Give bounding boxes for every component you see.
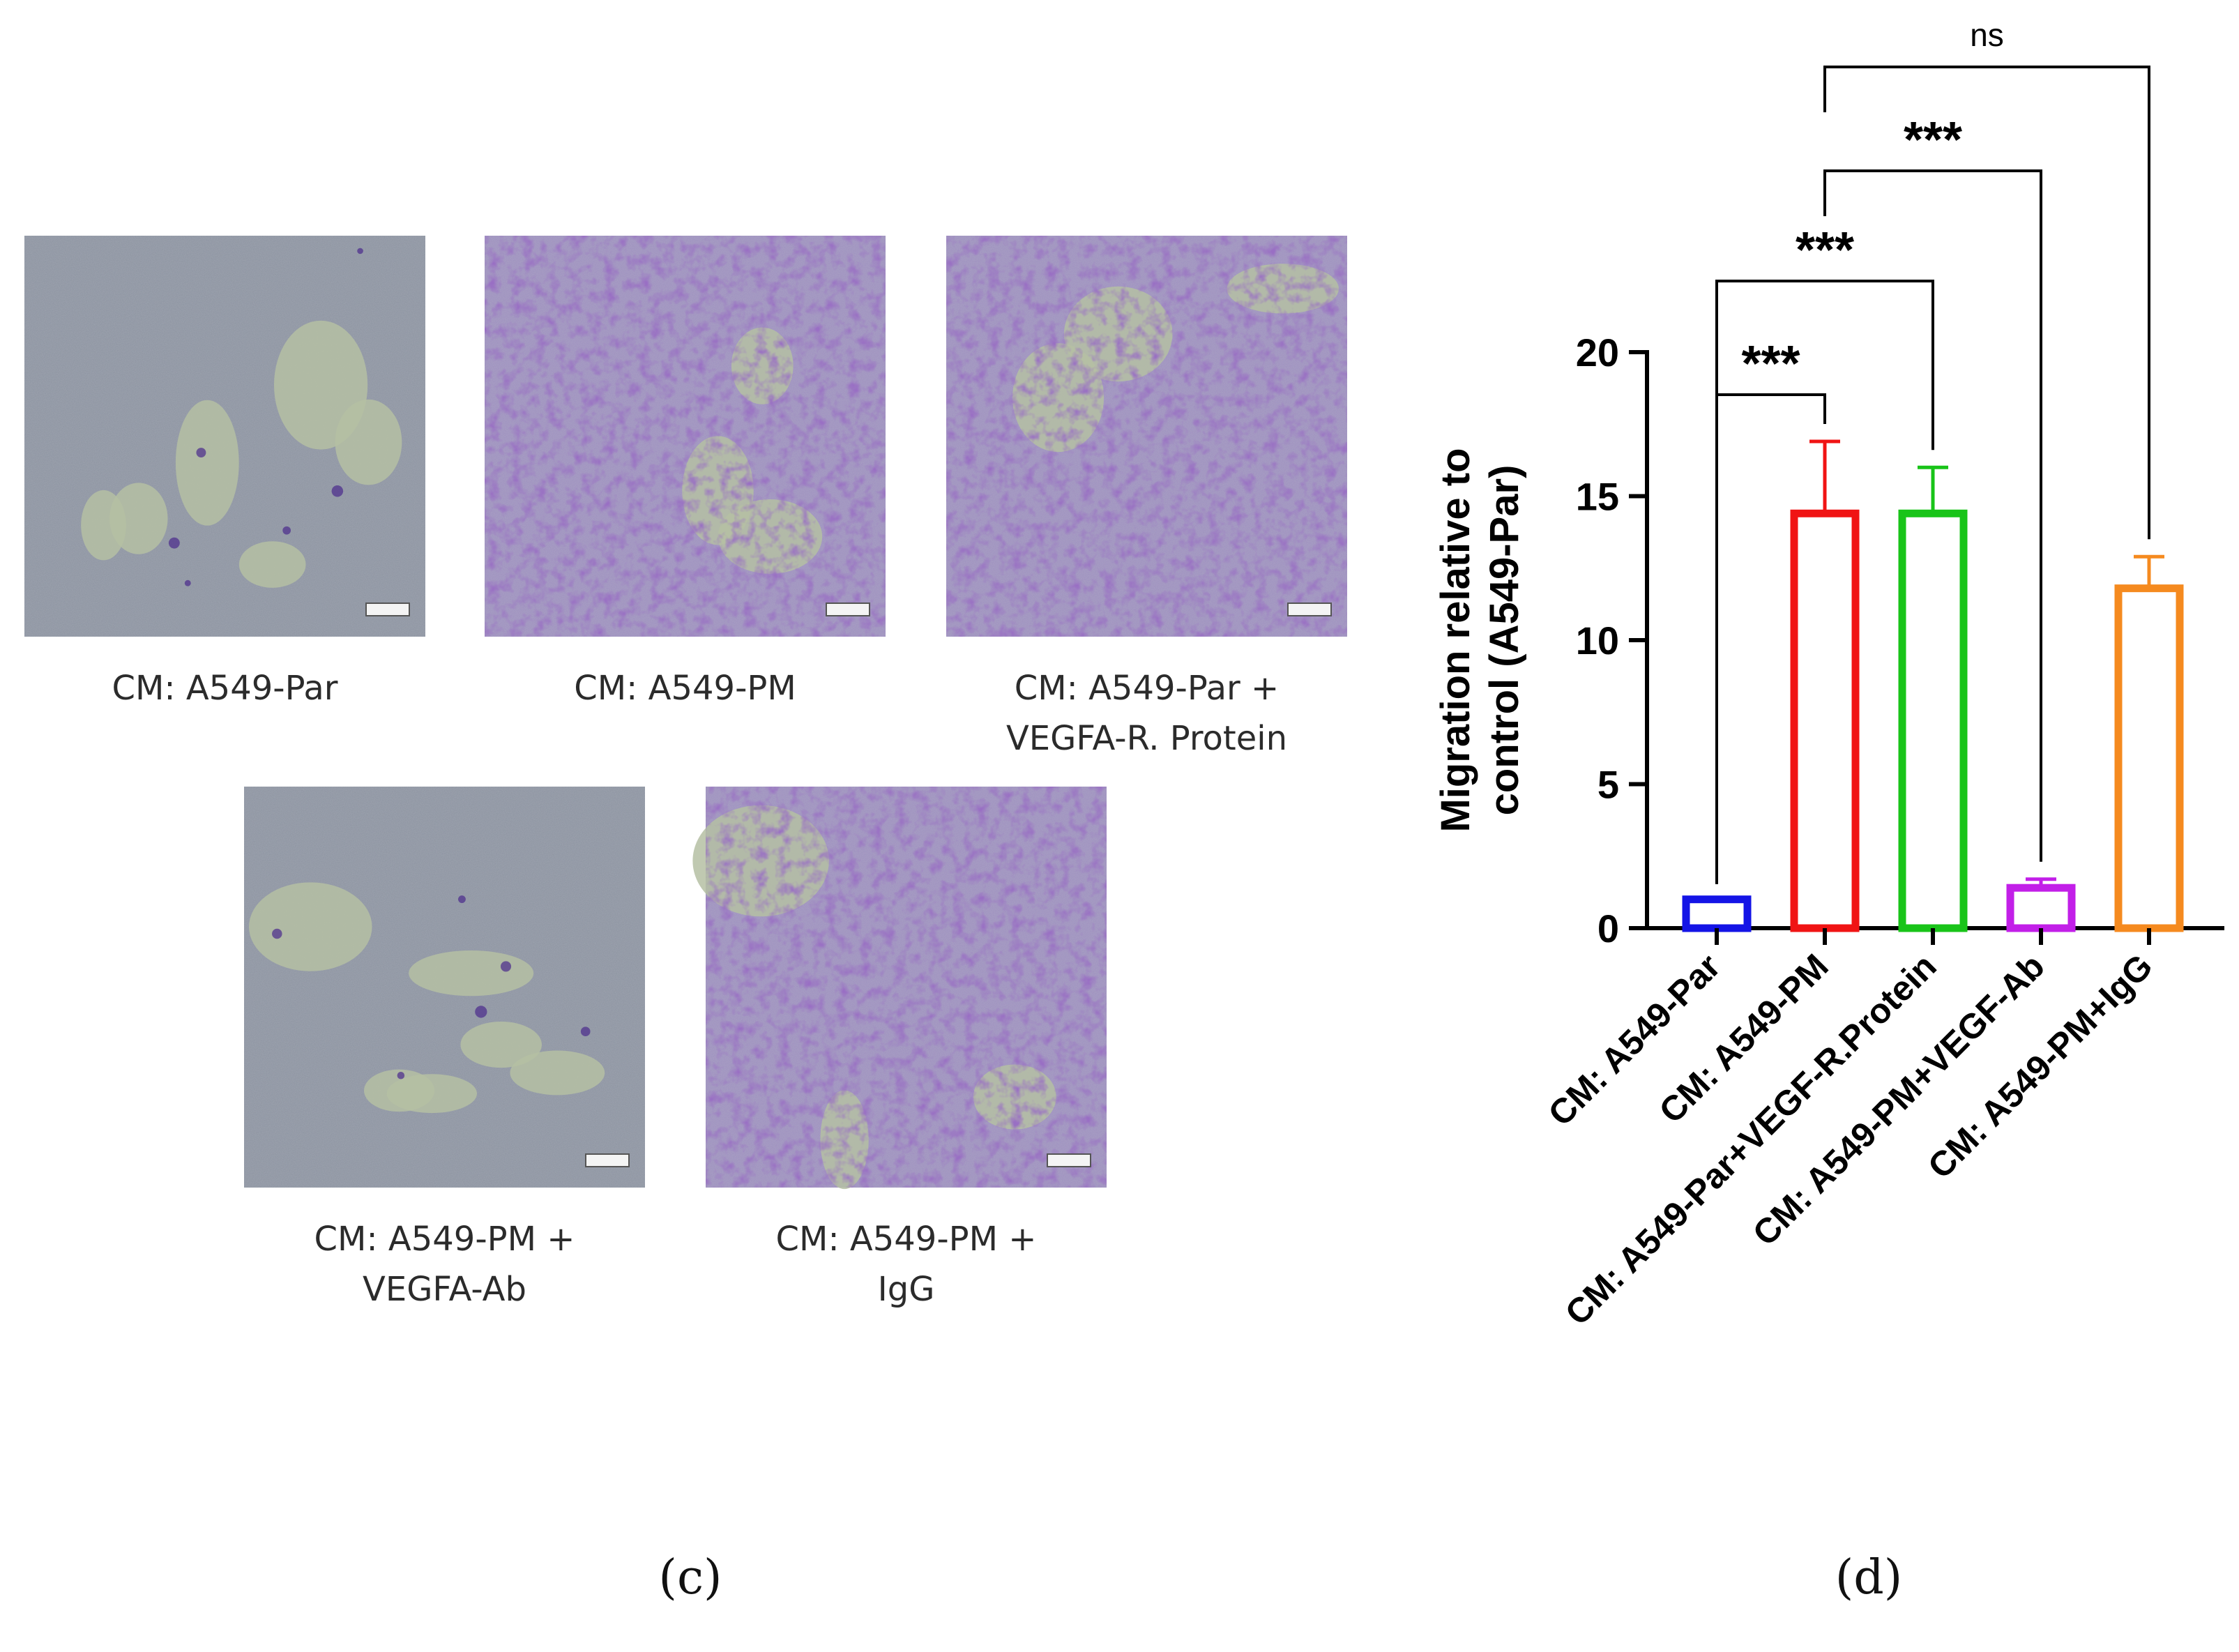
clear-patch <box>460 1022 542 1068</box>
micrograph-5: CM: A549-PM + IgG <box>692 787 1107 1309</box>
stained-cell <box>500 961 512 972</box>
micrograph-caption: VEGFA-R. Protein <box>1006 719 1287 758</box>
micrograph-2: CM: A549-PM <box>485 236 886 708</box>
significance-label: *** <box>1904 112 1962 168</box>
micrograph-1: CM: A549-Par <box>24 236 425 708</box>
significance-label: *** <box>1741 336 1800 392</box>
clear-patch <box>409 950 534 996</box>
clear-patch <box>81 490 126 561</box>
bar-5 <box>2114 584 2184 932</box>
bar-1 <box>1682 895 1752 932</box>
significance-label: *** <box>1796 222 1854 278</box>
bar-4 <box>2006 884 2076 932</box>
stained-cell <box>357 248 363 255</box>
y-tick-label: 0 <box>1597 907 1619 950</box>
micrograph-3: CM: A549-Par + VEGFA-R. Protein <box>946 236 1347 758</box>
stained-cell <box>196 448 206 458</box>
clear-patch <box>238 541 306 588</box>
stained-cell <box>282 526 291 535</box>
panel-c-letter: (c) <box>658 1550 722 1605</box>
y-tick-label: 15 <box>1576 475 1619 519</box>
bar-3 <box>1898 509 1968 932</box>
micrograph-caption: VEGFA-Ab <box>363 1270 526 1309</box>
bar-2 <box>1790 509 1860 932</box>
stained-cells <box>706 787 1107 1188</box>
stained-cells <box>485 236 886 637</box>
micrograph-caption: CM: A549-PM <box>574 669 796 708</box>
scale-bar <box>1287 603 1332 616</box>
stained-cell <box>580 1026 591 1037</box>
scale-bar <box>1047 1153 1091 1167</box>
panel-c-micrographs: CM: A549-Par CM: A549-PM CM: A549-Par + VEG… <box>24 236 1347 1605</box>
scale-bar <box>826 603 870 616</box>
clear-patch <box>510 1050 605 1096</box>
significance-label: ns <box>1970 17 2004 53</box>
y-axis-label-line: Migration relative to <box>1433 448 1478 832</box>
significance-bracket: *** <box>1715 222 1934 884</box>
bracket-line <box>1823 169 2042 862</box>
clear-patch <box>175 400 239 526</box>
scale-bar <box>585 1153 630 1167</box>
micrograph-4: CM: A549-PM + VEGFA-Ab <box>244 787 645 1309</box>
significance-bracket: *** <box>1823 112 2042 862</box>
micrograph-caption: IgG <box>878 1270 935 1309</box>
stained-cell <box>272 928 282 939</box>
y-tick-label: 5 <box>1597 763 1619 807</box>
micrograph-caption: CM: A549-PM + <box>776 1220 1037 1259</box>
y-axis-label-line: control (A549-Par) <box>1482 465 1527 816</box>
panel-d-chart: 0 5 10 15 20 Migration relative tocontrol (A5… <box>1433 17 2224 1605</box>
stained-cell <box>184 579 191 586</box>
stained-cell <box>458 895 466 903</box>
stained-cell <box>475 1006 487 1018</box>
clear-patch <box>386 1074 478 1114</box>
bracket-line <box>1715 280 1934 884</box>
scale-bar <box>365 603 410 616</box>
micrograph-caption: CM: A549-Par <box>112 669 337 708</box>
bar-chart: 0 5 10 15 20 Migration relative tocontrol (A5… <box>1433 17 2224 1333</box>
stained-cells <box>946 236 1347 637</box>
stained-cell <box>331 485 344 497</box>
y-tick-label: 10 <box>1576 619 1619 662</box>
bracket-line <box>1823 66 2150 540</box>
y-axis-label: Migration relative tocontrol (A549-Par) <box>1433 448 1527 832</box>
panel-d-letter: (d) <box>1835 1550 1903 1605</box>
clear-patch <box>335 399 402 485</box>
y-tick-label: 20 <box>1576 331 1619 374</box>
micrograph-caption: CM: A549-Par + <box>1015 669 1280 708</box>
micrograph-caption: CM: A549-PM + <box>314 1220 575 1259</box>
stained-cell <box>168 537 180 549</box>
stained-cell <box>397 1072 405 1079</box>
clear-patch <box>249 882 372 971</box>
significance-bracket: ns <box>1823 17 2150 540</box>
